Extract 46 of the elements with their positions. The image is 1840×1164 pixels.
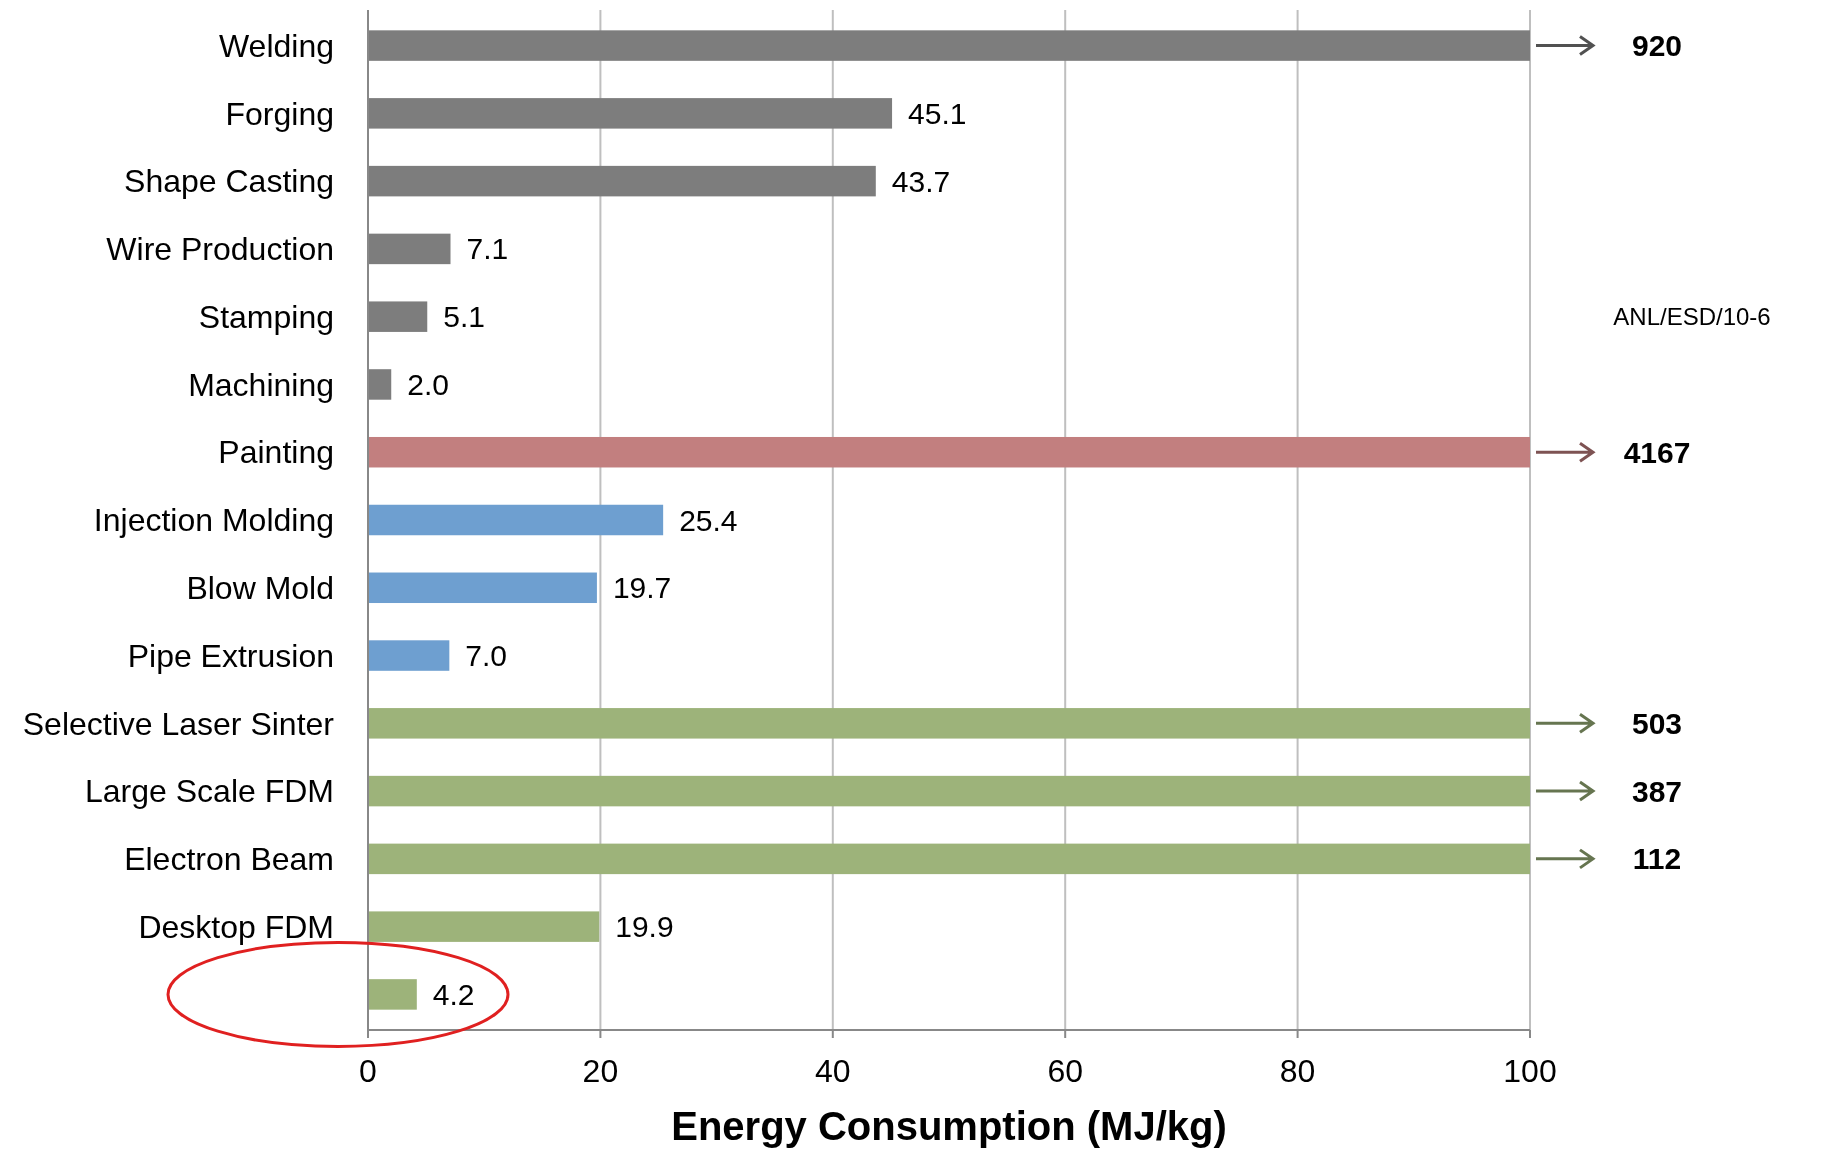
y-tick-label: Electron Beam	[124, 841, 334, 878]
x-tick-label: 80	[1279, 1053, 1316, 1089]
data-label: 25.4	[679, 503, 738, 537]
bar	[368, 640, 450, 671]
y-tick-label: Wire Production	[106, 231, 334, 268]
bar	[368, 436, 1530, 468]
x-tick-label: 40	[815, 1053, 851, 1089]
y-tick-label: Blow Mold	[186, 569, 334, 606]
data-label: 7.0	[465, 639, 508, 673]
y-tick-label: Pipe Extrusion	[127, 637, 334, 674]
bar	[368, 911, 600, 942]
text: ANL/ESD/10-6	[1613, 303, 1771, 330]
data-label: 2.0	[407, 367, 449, 401]
data-label: 5.1	[443, 300, 485, 334]
data-label: 4.2	[432, 977, 475, 1011]
y-tick-label: Selective Laser Sinter	[22, 705, 335, 742]
x-tick-label: 20	[582, 1053, 619, 1089]
data-label: 19.9	[615, 910, 674, 944]
y-tick-label: Desktop FDM	[138, 908, 334, 945]
text: 920	[1631, 29, 1683, 63]
y-tick-label: Large Scale FDM	[85, 773, 334, 810]
y-tick-label: Machining	[188, 366, 334, 403]
y-tick-label: Shape Casting	[124, 163, 334, 200]
x-tick-label: 0	[359, 1053, 377, 1089]
text: 387	[1631, 774, 1683, 808]
data-label: 45.1	[908, 96, 967, 130]
y-tick-label: Welding	[218, 27, 334, 64]
bar	[368, 504, 664, 536]
y-tick-label: Painting	[218, 434, 334, 471]
x-axis-title: Energy Consumption (MJ/kg)	[671, 1104, 1227, 1148]
bar	[368, 775, 1530, 807]
bar	[368, 979, 417, 1010]
y-tick-label: Stamping	[198, 298, 334, 335]
y-tick-label: Injection Molding	[93, 502, 334, 539]
x-tick-label: 60	[1047, 1053, 1083, 1089]
x-tick-label: 100	[1503, 1053, 1557, 1089]
data-label: 7.1	[466, 232, 509, 266]
bar	[368, 843, 1530, 875]
text: 4167	[1623, 435, 1691, 469]
bar	[368, 572, 597, 604]
y-tick-label: Forging	[225, 95, 334, 132]
text: 112	[1632, 842, 1682, 876]
data-label: 19.7	[612, 571, 672, 605]
data-label: 43.7	[891, 164, 951, 198]
text: 503	[1631, 706, 1683, 740]
bar	[368, 708, 1530, 739]
